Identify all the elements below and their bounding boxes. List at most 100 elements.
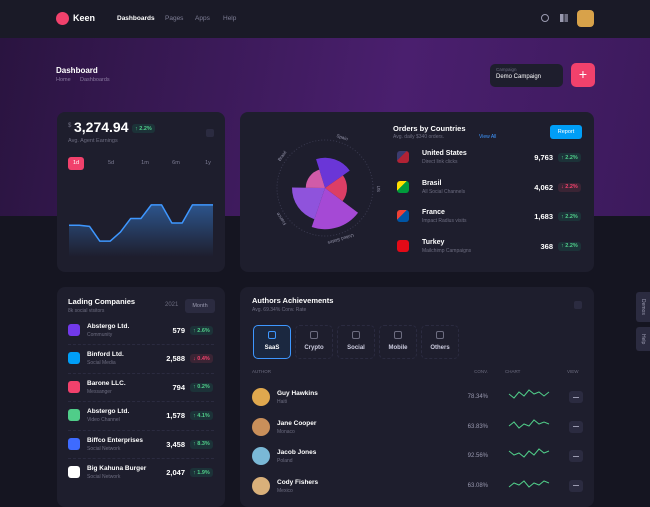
amount: 3,274.94 — [74, 119, 129, 135]
country-name: United States — [422, 150, 467, 157]
select[interactable] — [490, 64, 563, 87]
nav-link[interactable]: Apps — [195, 15, 210, 22]
author-name: Jane Cooper — [277, 419, 317, 427]
category-tab[interactable] — [379, 325, 417, 359]
divider — [68, 401, 214, 403]
card-title: Authors Achievements — [252, 296, 334, 305]
add-button[interactable]: + — [571, 63, 595, 87]
change-badge: 2.2% — [132, 124, 155, 133]
company-name: Abstergo Ltd. — [87, 323, 130, 330]
nav-link[interactable]: Help — [223, 15, 237, 22]
authors-card: Authors Achievements Avg. 69.34% Conv. Ra… — [240, 287, 594, 507]
search-icon[interactable] — [541, 14, 549, 22]
nav-link[interactable]: Pages — [165, 15, 184, 22]
period-tab[interactable]: 1m — [141, 160, 149, 166]
nav-link[interactable]: Dashboards — [117, 15, 155, 22]
month-button[interactable]: Month — [185, 299, 215, 313]
company-value: 1,578 — [166, 411, 185, 421]
flag — [397, 180, 409, 193]
view-all-link[interactable]: View All — [479, 134, 497, 140]
sparkline — [508, 479, 550, 488]
user-avatar[interactable] — [577, 10, 594, 27]
polar-segment — [311, 188, 359, 230]
breadcrumb: Dashboards — [80, 77, 110, 83]
subtitle: 8k social visitors — [68, 308, 105, 314]
author-name: Jacob Jones — [277, 449, 317, 456]
line — [69, 204, 213, 242]
column-header: CONV. — [474, 369, 488, 374]
polar-label: Spain — [336, 133, 349, 142]
page-title: Dashboard — [56, 66, 98, 75]
change-badge: 1.9% — [190, 468, 213, 477]
company-name: Biffco Enterprises — [87, 436, 143, 444]
company-logo — [68, 437, 80, 450]
change-badge: 0.4% — [190, 354, 213, 364]
chart — [508, 389, 550, 399]
period-tab[interactable]: 6m — [172, 160, 180, 166]
tab-label: SaaS — [264, 345, 280, 351]
country-value: 9,763 — [534, 153, 553, 162]
avatar — [252, 476, 270, 495]
divider — [68, 429, 214, 431]
flag — [397, 239, 409, 252]
country-name: France — [422, 209, 445, 216]
company-sub: Social Network — [87, 445, 121, 452]
company-sub: Community — [87, 332, 113, 338]
company-name: Big Kahuna Burger — [87, 465, 147, 472]
apps-icon[interactable] — [560, 14, 568, 22]
company-logo — [68, 466, 80, 478]
arrow-icon — [573, 485, 579, 486]
logo-icon[interactable] — [56, 12, 69, 25]
country-value: 1,683 — [534, 212, 553, 221]
country-sub: All Social Channels — [422, 188, 466, 195]
conversion: 63.83% — [467, 423, 488, 430]
conversion: 63.08% — [467, 482, 488, 489]
avatar — [252, 417, 270, 436]
chart — [508, 418, 550, 429]
polar-label: France — [275, 211, 287, 226]
country-sub: Direct link clicks — [422, 159, 458, 165]
country-sub: Impact Radius visits — [422, 218, 467, 224]
report-button[interactable]: Report — [550, 125, 582, 139]
change-badge: 2.2% — [558, 212, 581, 221]
arrow-icon — [573, 396, 579, 398]
side-tab[interactable]: Help — [636, 327, 650, 351]
tab-label: Crypto — [304, 345, 324, 351]
category-tab[interactable] — [295, 325, 333, 359]
category-tab[interactable] — [337, 325, 375, 359]
company-sub: Social Network — [87, 474, 121, 480]
company-value: 794 — [172, 382, 185, 392]
subtitle: Avg. Agent Earnings — [68, 138, 118, 144]
period-tab[interactable]: 1d — [68, 157, 84, 170]
company-logo — [68, 352, 80, 365]
company-logo — [68, 380, 80, 393]
category-tab[interactable] — [421, 325, 459, 359]
select-label: Campaign — [496, 67, 517, 72]
divider — [68, 372, 214, 374]
author-country: Poland — [277, 458, 293, 464]
author-country: Haiti — [277, 399, 288, 405]
year: 2021 — [165, 302, 179, 308]
card-title: Lading Companies — [68, 297, 136, 306]
period-tab[interactable]: 5d — [107, 160, 115, 166]
polar-label: US — [376, 186, 381, 192]
column-header: VIEW — [567, 369, 579, 374]
company-value: 3,458 — [166, 439, 185, 449]
menu-icon[interactable] — [206, 129, 214, 137]
polar-segment — [292, 187, 325, 220]
company-name: Abstergo Ltd. — [87, 408, 130, 416]
column-header: CHART — [505, 369, 521, 374]
chart: Spain US United States France Brasil — [275, 133, 381, 246]
polar-label: United States — [326, 233, 354, 246]
period-tab[interactable]: 1y — [205, 160, 211, 166]
country-value: 4,062 — [534, 182, 553, 192]
company-name: Barone LLC. — [87, 379, 126, 387]
tab-label: Social — [347, 345, 365, 351]
author-name: Cody Fishers — [277, 478, 319, 486]
category-tab[interactable] — [253, 325, 291, 359]
polar-ring — [276, 139, 374, 237]
tab-icon — [394, 331, 402, 339]
arrow-icon — [573, 426, 579, 427]
menu-icon[interactable] — [574, 301, 582, 309]
side-tab[interactable]: Demos — [636, 292, 650, 322]
